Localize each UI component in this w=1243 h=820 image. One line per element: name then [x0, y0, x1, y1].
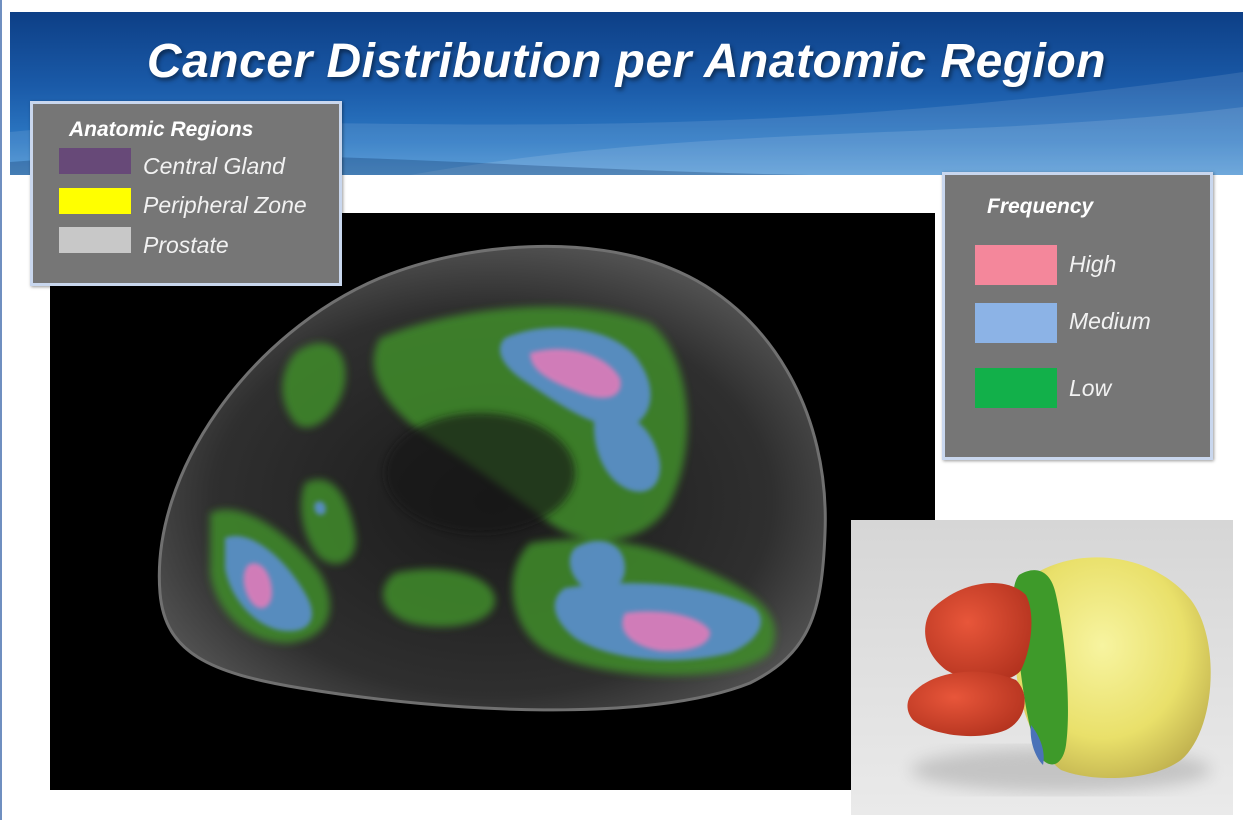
swatch-prostate — [59, 227, 131, 253]
label-low: Low — [1069, 375, 1112, 401]
page-title: Cancer Distribution per Anatomic Region — [146, 35, 1107, 88]
regions-legend-title: Anatomic Regions — [69, 118, 254, 141]
slide-left-border — [0, 0, 2, 820]
anatomic-regions-legend: Anatomic Regions Central Gland Periphera… — [30, 101, 342, 286]
label-prostate: Prostate — [143, 232, 229, 258]
prostate-3d-heatmap-image — [50, 213, 935, 790]
swatch-central-gland — [59, 148, 131, 174]
swatch-peripheral-zone — [59, 188, 131, 214]
label-peripheral-zone: Peripheral Zone — [143, 192, 307, 218]
label-central-gland: Central Gland — [143, 153, 285, 179]
label-medium: Medium — [1069, 308, 1151, 334]
swatch-medium — [975, 303, 1057, 343]
swatch-high — [975, 245, 1057, 285]
label-high: High — [1069, 251, 1117, 277]
frequency-legend: Frequency High Medium Low — [942, 172, 1213, 460]
frequency-legend-title: Frequency — [987, 195, 1094, 218]
swatch-low — [975, 368, 1057, 408]
3d-printed-prostate-model-photo — [851, 520, 1233, 815]
